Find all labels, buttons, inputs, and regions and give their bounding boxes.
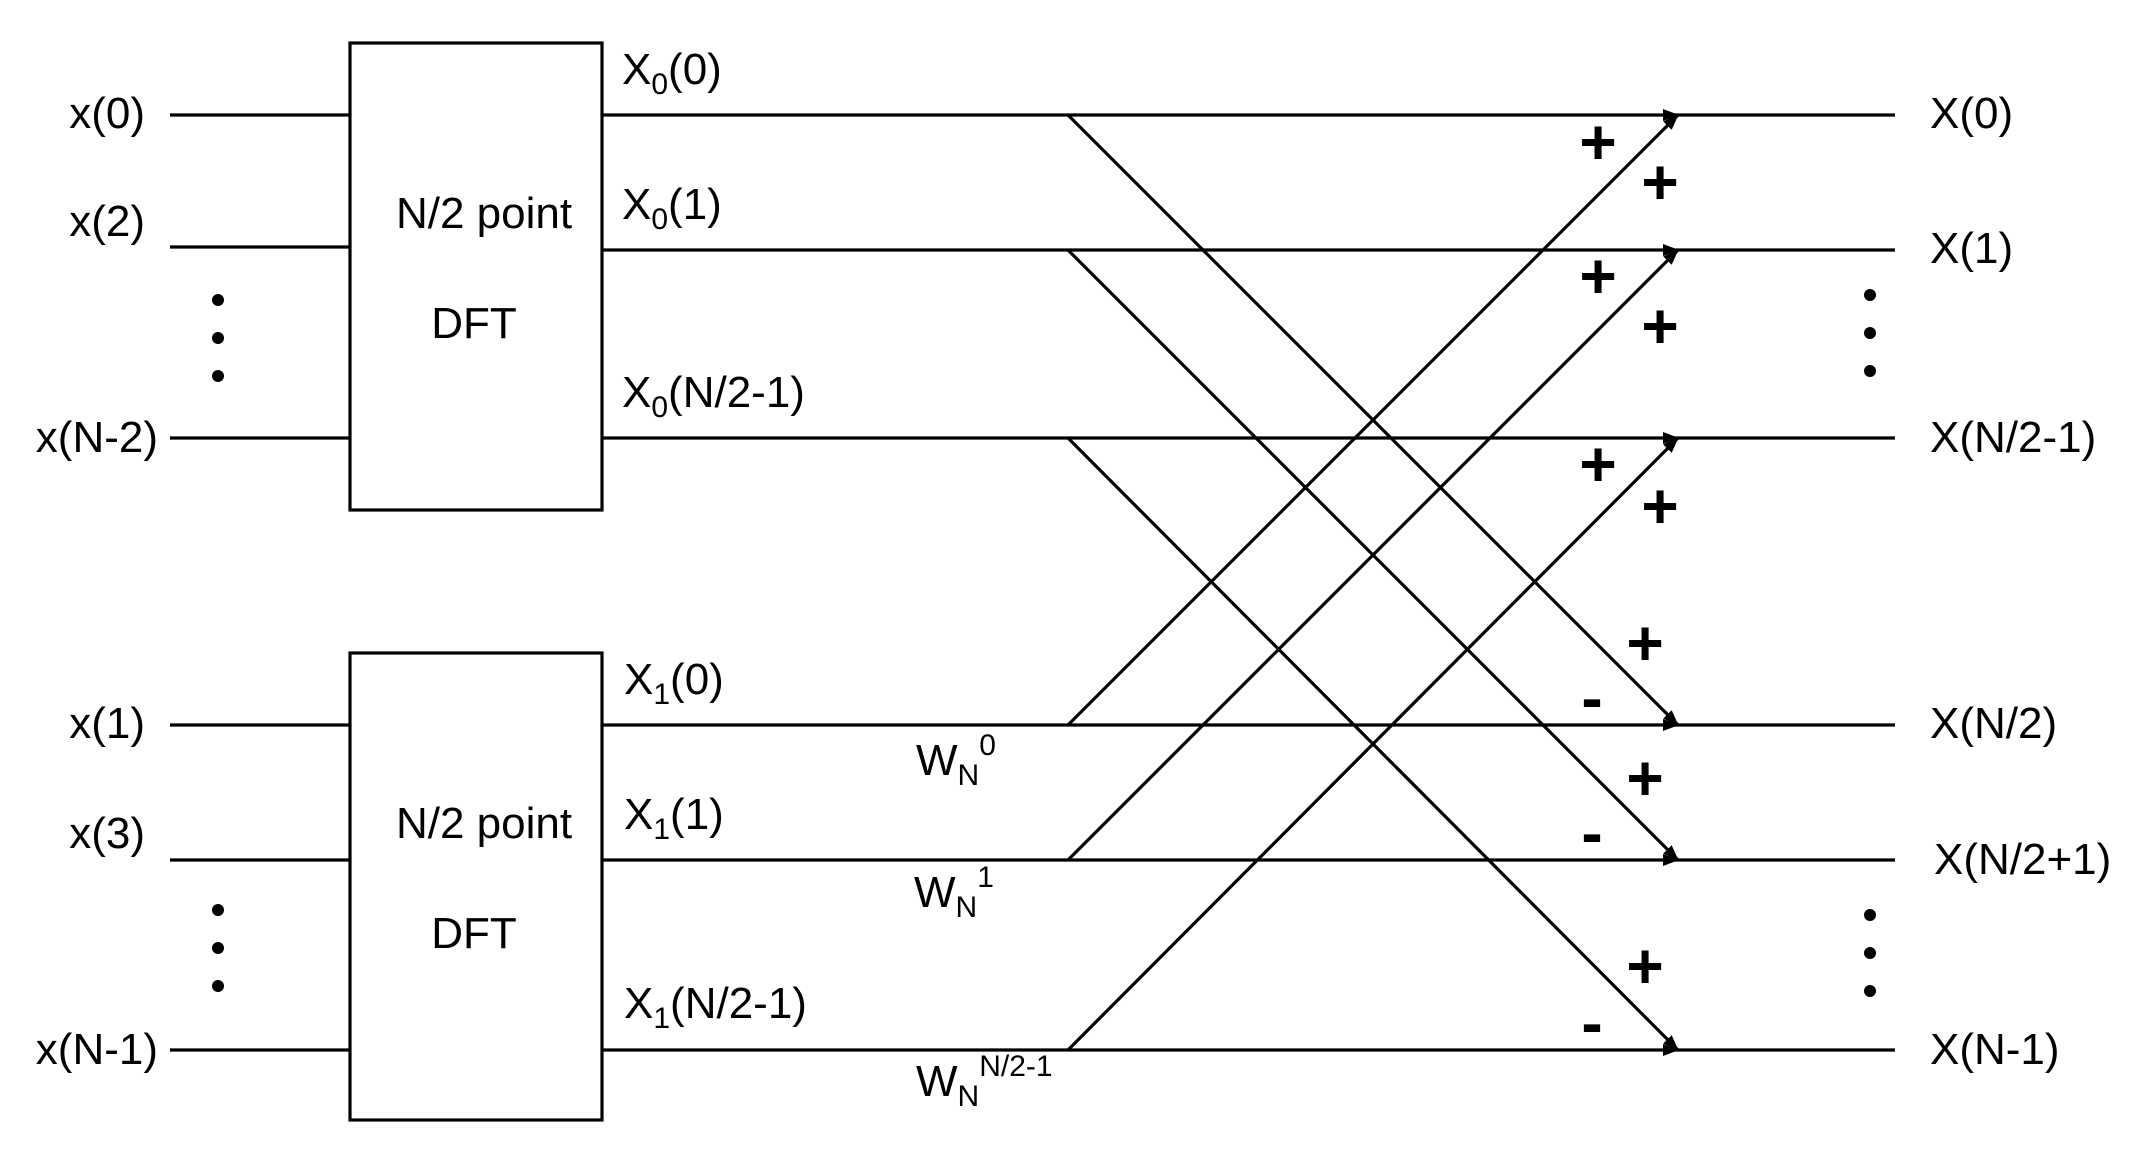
output-label-n21: X(N/2-1) [1930,413,2096,462]
sign-plus-cross-n2: + [1626,607,1663,679]
sign-plus-cross-n1: + [1626,930,1663,1002]
input-label-x1: x(1) [69,699,145,748]
mid-label-x1-n21: X1(N/2-1) [624,979,807,1035]
dft-block-bottom-line1: N/2 point [396,799,572,848]
twiddle-label-0: WN0 [916,729,996,792]
sign-plus-cross-0: + [1641,146,1678,218]
input-labels: x(0) x(2) x(N-2) x(1) x(3) x(N-1) [36,89,158,1074]
mid-label-x1-0: X1(0) [624,655,724,711]
cross-up-n21 [1066,436,1680,1052]
output-label-0: X(0) [1930,89,2013,138]
input-label-x3: x(3) [69,809,145,858]
input-label-xn1: x(N-1) [36,1025,158,1074]
sign-plus-straight-1: + [1579,240,1616,312]
ellipsis-dots [212,289,1876,997]
dft-block-bottom-line2: DFT [431,909,517,958]
twiddle-label-1: WN1 [914,861,994,924]
ellipsis-input-top [212,294,224,382]
ellipsis-output-bottom [1864,909,1876,997]
input-label-xn2: x(N-2) [36,413,158,462]
cross-wires-up [1066,113,1680,1052]
input-label-x0: x(0) [69,89,145,138]
dft-block-top: N/2 point DFT [348,41,604,512]
mid-label-x0-0: X0(0) [622,45,722,101]
block-output-wires [602,109,1679,1056]
ellipsis-output-top [1864,289,1876,377]
sign-plus-cross-n2p1: + [1626,742,1663,814]
mid-label-x0-n21: X0(N/2-1) [622,368,805,424]
cross-up-0 [1066,113,1680,727]
twiddle-label-n21: WNN/2-1 [916,1050,1053,1113]
sign-labels: + + + + + + + - + - + - [1579,106,1678,1059]
output-labels: X(0) X(1) X(N/2-1) X(N/2) X(N/2+1) X(N-1… [1930,89,2111,1074]
sign-plus-cross-n21: + [1641,470,1678,542]
sign-minus-n2p1: - [1581,797,1602,869]
output-label-n2: X(N/2) [1930,699,2057,748]
mid-label-x0-1: X0(1) [622,180,722,236]
sign-plus-straight-0: + [1579,106,1616,178]
mid-label-x1-1: X1(1) [624,790,724,846]
ellipsis-input-bottom [212,904,224,992]
dft-block-bottom: N/2 point DFT [348,651,604,1122]
output-label-n2p1: X(N/2+1) [1934,835,2111,884]
twiddle-labels: WN0 WN1 WNN/2-1 [914,729,1053,1113]
cross-up-1 [1066,248,1680,862]
input-wires [170,113,350,1052]
sign-minus-n2: - [1581,662,1602,734]
input-label-x2: x(2) [69,197,145,246]
dft-block-top-line2: DFT [431,299,517,348]
dft-block-top-line1: N/2 point [396,189,572,238]
sign-minus-n1: - [1581,987,1602,1059]
sign-plus-cross-1: + [1641,290,1678,362]
output-wires [1678,113,1895,1052]
output-label-1: X(1) [1930,224,2013,273]
sign-plus-straight-n21: + [1579,428,1616,500]
output-label-n1: X(N-1) [1930,1025,2060,1074]
mid-output-labels: X0(0) X0(1) X0(N/2-1) X1(0) X1(1) X1(N/2… [622,45,807,1035]
